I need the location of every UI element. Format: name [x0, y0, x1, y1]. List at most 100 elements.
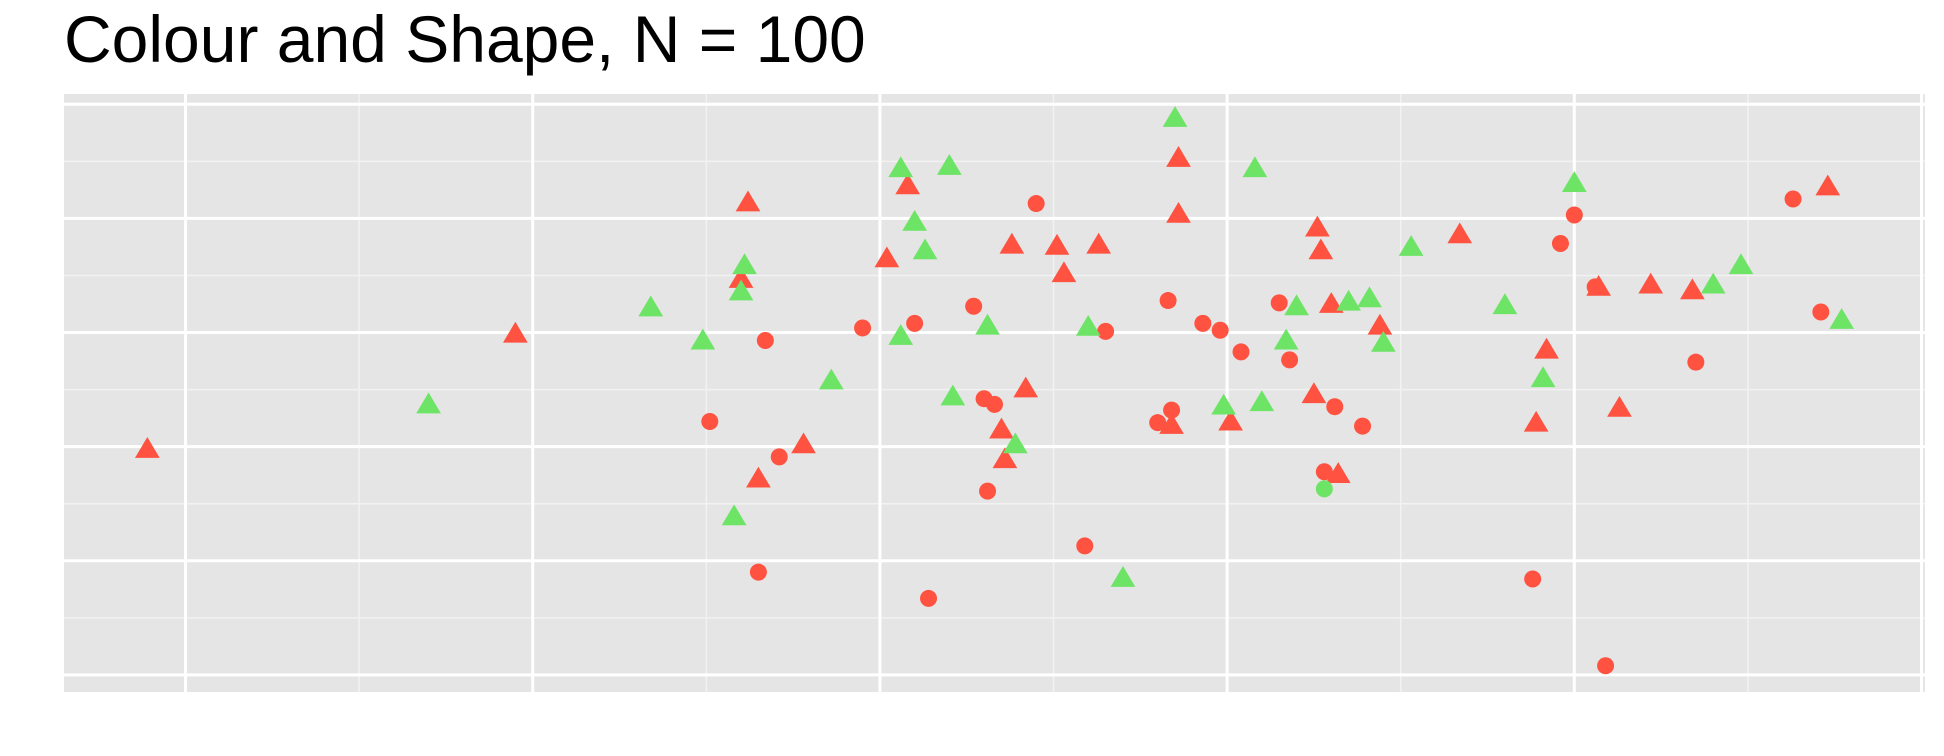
point	[1812, 303, 1830, 321]
point	[940, 384, 966, 406]
point	[728, 267, 754, 288]
point	[1784, 190, 1802, 208]
point	[854, 319, 872, 337]
point	[1357, 286, 1382, 308]
point	[1829, 308, 1855, 329]
point	[975, 313, 1000, 335]
point	[920, 589, 938, 607]
point	[989, 417, 1014, 439]
point	[1218, 409, 1243, 431]
point	[1002, 432, 1028, 454]
point	[1273, 328, 1299, 350]
point	[638, 295, 664, 317]
point	[937, 154, 962, 175]
point	[1315, 463, 1333, 481]
point	[1166, 146, 1191, 167]
point	[1076, 537, 1094, 555]
point	[735, 190, 761, 212]
point	[1232, 343, 1250, 361]
point	[770, 448, 788, 466]
point	[732, 253, 757, 275]
point	[888, 324, 914, 345]
point	[1149, 414, 1167, 432]
point	[895, 173, 921, 195]
point	[1013, 376, 1039, 398]
point	[1159, 292, 1177, 310]
point	[986, 395, 1003, 413]
point	[1492, 293, 1518, 315]
point	[1607, 395, 1632, 417]
point	[1336, 289, 1361, 311]
point	[1354, 417, 1372, 435]
point	[906, 314, 924, 332]
point	[134, 437, 160, 458]
point	[1680, 278, 1705, 300]
point	[1447, 222, 1473, 244]
point	[749, 563, 767, 581]
point	[1586, 278, 1604, 296]
point	[992, 447, 1018, 469]
point	[746, 466, 771, 488]
point	[1551, 235, 1569, 252]
point	[701, 413, 719, 431]
point	[902, 209, 927, 231]
point	[1166, 201, 1191, 223]
point	[1301, 382, 1327, 404]
point	[874, 246, 900, 268]
point	[818, 368, 844, 390]
point	[1398, 235, 1424, 256]
point	[1524, 570, 1542, 588]
point	[1565, 206, 1583, 224]
point	[1367, 313, 1393, 335]
point	[1242, 156, 1268, 178]
point	[1159, 413, 1184, 434]
point	[1326, 398, 1344, 416]
point	[1700, 272, 1726, 294]
point	[1315, 480, 1333, 498]
point	[1163, 401, 1181, 419]
point	[1086, 232, 1112, 254]
point	[1318, 292, 1344, 313]
point	[965, 297, 983, 315]
point	[1371, 330, 1396, 352]
point	[503, 321, 528, 343]
point	[1561, 171, 1587, 192]
point	[1523, 410, 1549, 432]
point	[1308, 238, 1334, 260]
point	[1249, 390, 1275, 412]
point	[1097, 322, 1115, 340]
point	[721, 504, 747, 526]
point	[791, 432, 816, 454]
point	[888, 156, 914, 178]
point	[1075, 314, 1101, 336]
point	[1270, 294, 1288, 312]
point	[416, 392, 441, 414]
point	[979, 482, 997, 500]
point	[1597, 657, 1615, 675]
point	[1044, 233, 1070, 255]
point	[1530, 366, 1556, 388]
point	[1194, 314, 1212, 332]
point	[1325, 462, 1351, 483]
point	[690, 328, 716, 350]
point	[912, 238, 938, 260]
point	[1687, 353, 1705, 371]
point	[1162, 106, 1188, 127]
point	[1281, 351, 1299, 369]
point	[1728, 253, 1754, 275]
point	[1027, 195, 1045, 213]
chart-title: Colour and Shape, N = 100	[64, 2, 866, 76]
point	[1815, 174, 1841, 196]
point	[1211, 321, 1229, 339]
panel	[64, 94, 1925, 692]
point	[756, 332, 774, 350]
point	[1211, 393, 1237, 415]
point	[999, 232, 1025, 254]
point	[1051, 261, 1077, 283]
point	[1534, 337, 1559, 359]
point	[1110, 566, 1136, 587]
point	[1284, 294, 1309, 316]
point	[1305, 215, 1330, 237]
